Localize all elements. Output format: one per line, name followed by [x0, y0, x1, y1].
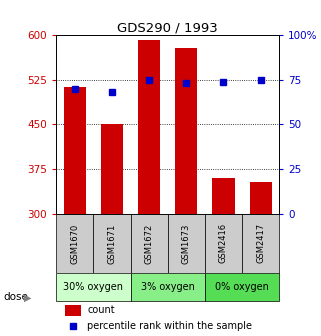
Bar [205, 214, 242, 273]
Bar [101, 124, 123, 214]
Text: percentile rank within the sample: percentile rank within the sample [87, 321, 252, 331]
Bar [205, 273, 279, 301]
Bar [131, 214, 168, 273]
Text: 3% oxygen: 3% oxygen [141, 282, 195, 292]
Text: GSM1673: GSM1673 [182, 223, 191, 264]
Title: GDS290 / 1993: GDS290 / 1993 [117, 21, 218, 34]
Bar [138, 40, 160, 214]
Bar [56, 273, 131, 301]
Text: GSM2416: GSM2416 [219, 223, 228, 263]
Text: GSM1670: GSM1670 [70, 223, 79, 263]
Bar [242, 214, 279, 273]
Bar [213, 178, 235, 214]
Text: 30% oxygen: 30% oxygen [63, 282, 123, 292]
Text: GSM1671: GSM1671 [108, 223, 117, 263]
Text: GSM1672: GSM1672 [145, 223, 154, 263]
Bar [168, 214, 205, 273]
Text: ▶: ▶ [23, 292, 31, 302]
Bar [93, 214, 131, 273]
Bar [175, 48, 197, 214]
Text: count: count [87, 305, 115, 315]
Bar [64, 87, 86, 214]
Text: GSM2417: GSM2417 [256, 223, 265, 263]
Bar [249, 182, 272, 214]
Bar [56, 214, 93, 273]
Text: 0% oxygen: 0% oxygen [215, 282, 269, 292]
Bar [131, 273, 205, 301]
Bar [65, 305, 81, 316]
Text: dose: dose [3, 292, 28, 302]
